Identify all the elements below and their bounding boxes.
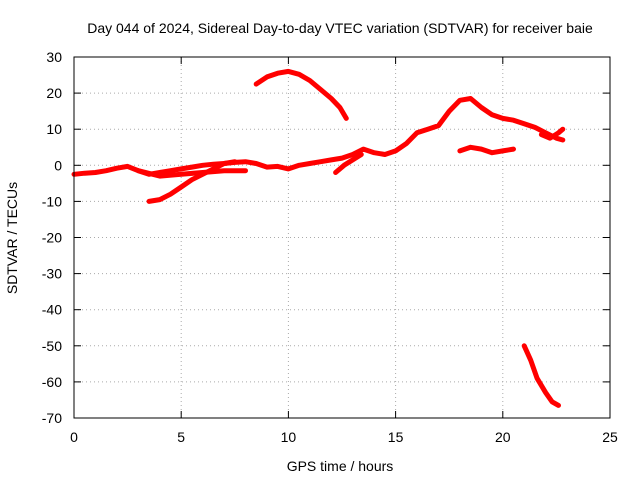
y-tick-label: -50 [42,338,62,354]
series-line-main-track [71,96,566,177]
series-line-drop-segment [521,343,561,408]
x-tick-label: 10 [281,429,297,445]
series-line-mid-segment [333,152,364,175]
y-tick-label: -30 [42,266,62,282]
x-axis-title: GPS time / hours [287,458,394,474]
chart-title: Day 044 of 2024, Sidereal Day-to-day VTE… [87,20,593,36]
data-series [71,68,566,408]
x-tick-label: 15 [388,429,404,445]
y-tick-label: -70 [42,410,62,426]
y-tick-label: 30 [46,49,62,65]
tick-labels: 0 5 10 15 20 25 -70 -60 -50 -40 -30 -20 -10 0 10 20 30 [42,49,618,445]
series-line-right-upper-tail [538,126,566,141]
y-tick-label: -40 [42,302,62,318]
y-tick-label: 20 [46,85,62,101]
y-tick-label: 0 [54,157,62,173]
x-tick-label: 5 [177,429,185,445]
x-tick-label: 25 [602,429,618,445]
y-tick-label: -20 [42,230,62,246]
y-tick-label: -10 [42,193,62,209]
y-tick-label: -60 [42,374,62,390]
series-line-lower-band [135,168,248,179]
series-line-left-dip [146,159,238,204]
series-line-right-hump [457,144,516,156]
axis-ticks [73,56,611,419]
y-tick-label: 10 [46,121,62,137]
x-tick-label: 0 [70,429,78,445]
series-line-upper-arc [253,68,349,121]
x-tick-label: 20 [495,429,511,445]
y-axis-title: SDTVAR / TECUs [4,182,20,294]
